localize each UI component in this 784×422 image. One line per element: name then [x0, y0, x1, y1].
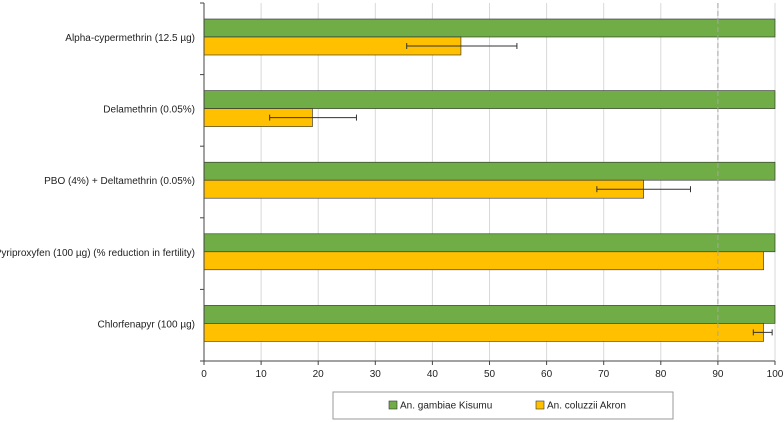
axes: [200, 2, 776, 365]
x-tick-label: 40: [427, 369, 439, 380]
legend-label-kisumu: An. gambiae Kisumu: [400, 401, 492, 412]
legend: An. gambiae Kisumu An. coluzzii Akron: [332, 391, 674, 420]
bar-kisumu: [203, 233, 776, 253]
x-tick-label: 0: [201, 369, 207, 380]
x-tick-label: 60: [541, 369, 553, 380]
bar-akron: [203, 251, 764, 271]
category-label: Pyriproxyfen (100 µg) (% reduction in fe…: [0, 248, 195, 259]
bar-kisumu: [203, 90, 776, 109]
x-tick-label: 70: [598, 369, 610, 380]
legend-label-akron: An. coluzzii Akron: [547, 401, 626, 412]
legend-swatch-akron: [535, 400, 545, 410]
category-label: Delamethrin (0.05%): [103, 105, 195, 116]
bar-akron: [203, 179, 644, 199]
bar-kisumu: [203, 305, 776, 324]
x-tick-label: 10: [256, 369, 268, 380]
bar-kisumu: [203, 161, 776, 181]
bar-kisumu: [203, 18, 776, 38]
bars: [203, 18, 776, 342]
category-label: Alpha-cypermethrin (12.5 µg): [65, 33, 195, 44]
labels: Alpha-cypermethrin (12.5 µg) Delamethrin …: [0, 33, 784, 380]
category-label: PBO (4%) + Deltamethrin (0.05%): [44, 176, 195, 187]
x-tick-label: 50: [484, 369, 496, 380]
bar-akron: [203, 323, 764, 342]
category-label: Chlorfenapyr (100 µg): [98, 319, 195, 330]
x-tick-label: 90: [712, 369, 724, 380]
x-tick-label: 30: [370, 369, 382, 380]
x-tick-label: 80: [655, 369, 667, 380]
legend-swatch-kisumu: [388, 400, 398, 410]
x-tick-label: 20: [313, 369, 325, 380]
x-tick-label: 100: [767, 369, 784, 380]
